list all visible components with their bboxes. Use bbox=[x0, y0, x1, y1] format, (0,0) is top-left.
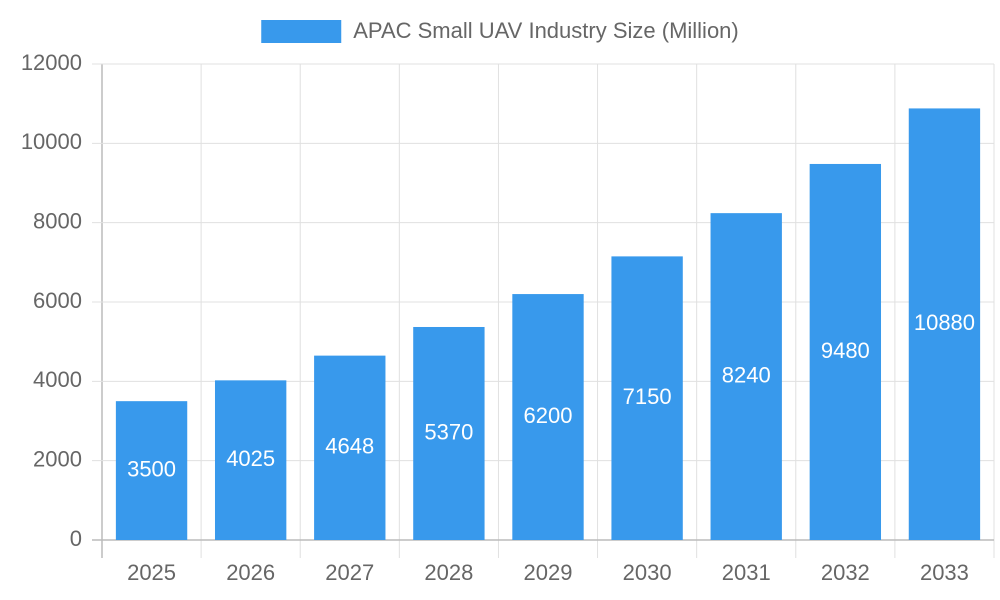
x-tick-label: 2027 bbox=[325, 560, 374, 585]
x-tick-label: 2030 bbox=[623, 560, 672, 585]
bar bbox=[611, 256, 683, 540]
data-label: 5370 bbox=[424, 419, 473, 444]
y-tick-label: 10000 bbox=[21, 129, 82, 154]
bar bbox=[710, 213, 782, 540]
x-tick-label: 2033 bbox=[920, 560, 969, 585]
data-label: 10880 bbox=[914, 310, 975, 335]
y-tick-label: 2000 bbox=[33, 446, 82, 471]
data-label: 7150 bbox=[623, 384, 672, 409]
bar bbox=[214, 380, 287, 540]
data-label: 4648 bbox=[325, 434, 374, 459]
y-tick-label: 8000 bbox=[33, 208, 82, 233]
data-label: 6200 bbox=[524, 403, 573, 428]
x-tick-label: 2025 bbox=[127, 560, 176, 585]
bar bbox=[908, 108, 981, 540]
bar bbox=[314, 355, 386, 540]
x-tick-label: 2026 bbox=[226, 560, 275, 585]
legend-label: APAC Small UAV Industry Size (Million) bbox=[353, 18, 739, 43]
bar bbox=[512, 294, 584, 540]
x-tick-label: 2031 bbox=[722, 560, 771, 585]
data-label: 4025 bbox=[226, 446, 275, 471]
data-label: 8240 bbox=[722, 362, 771, 387]
y-tick-label: 6000 bbox=[33, 288, 82, 313]
data-label: 9480 bbox=[821, 338, 870, 363]
x-tick-label: 2028 bbox=[424, 560, 473, 585]
legend-swatch bbox=[261, 20, 342, 43]
x-tick-label: 2032 bbox=[821, 560, 870, 585]
bar bbox=[413, 326, 485, 540]
x-tick-label: 2029 bbox=[524, 560, 573, 585]
y-tick-label: 0 bbox=[70, 526, 82, 551]
bar bbox=[115, 401, 188, 540]
bar bbox=[809, 163, 882, 540]
y-tick-label: 4000 bbox=[33, 367, 82, 392]
data-label: 3500 bbox=[127, 456, 176, 481]
y-tick-label: 12000 bbox=[21, 50, 82, 75]
